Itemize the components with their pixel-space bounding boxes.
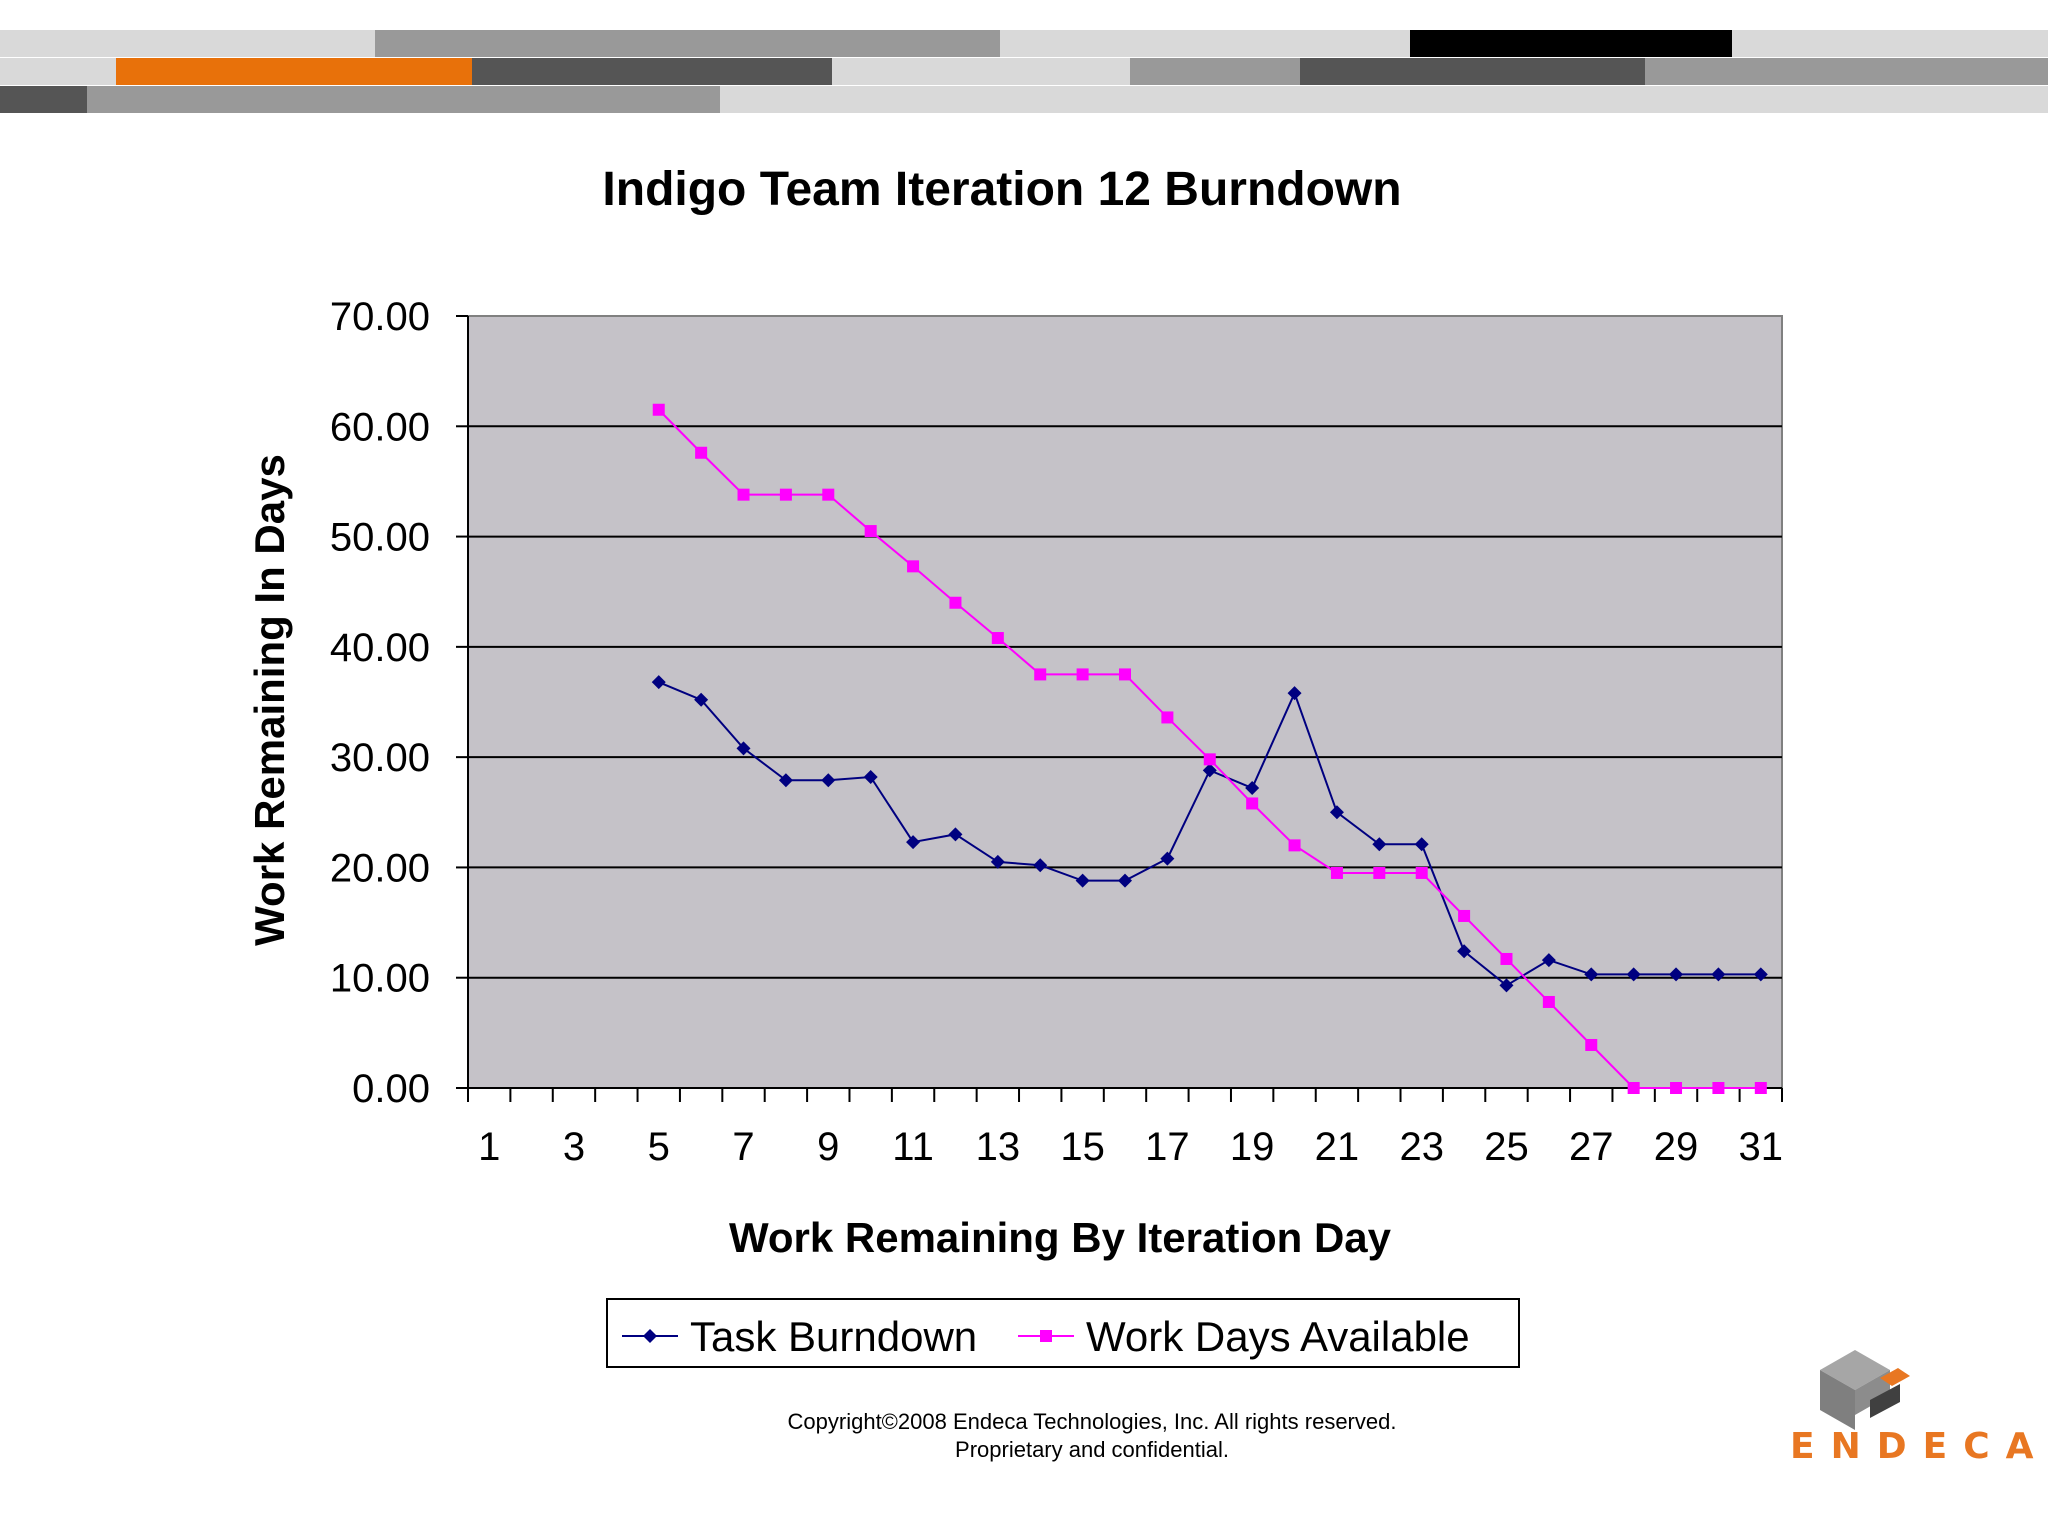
y-tick-label: 20.00 <box>330 846 430 890</box>
data-point <box>1670 1082 1683 1094</box>
data-point <box>1499 978 1514 993</box>
x-tick-label: 17 <box>1145 1125 1190 1169</box>
x-tick-label: 29 <box>1654 1125 1699 1169</box>
plot-area: 0.00 10.00 20.00 30.00 40.00 50.00 60.00 70.00 1… <box>330 295 1783 1169</box>
x-tick-label: 7 <box>732 1125 754 1169</box>
x-tick-label: 27 <box>1569 1125 1614 1169</box>
data-point <box>1288 839 1301 852</box>
data-point <box>864 525 877 538</box>
data-point <box>1712 1082 1725 1094</box>
data-point <box>1753 967 1768 982</box>
series-task-burndown <box>651 675 1768 993</box>
data-point <box>1329 805 1344 820</box>
x-tick-label: 19 <box>1230 1125 1275 1169</box>
y-tick-label: 30.00 <box>330 736 430 780</box>
x-axis-title: Work Remaining By Iteration Day <box>729 1214 1392 1261</box>
x-tick-label: 15 <box>1060 1125 1105 1169</box>
data-point <box>1414 837 1429 852</box>
x-tick-label: 23 <box>1399 1125 1444 1169</box>
data-point <box>1161 711 1174 724</box>
data-point <box>1711 967 1726 982</box>
data-point <box>652 403 665 416</box>
data-point <box>1372 837 1387 852</box>
series-work-days-available <box>652 403 1767 1094</box>
data-point <box>949 596 962 609</box>
data-point <box>1245 781 1260 796</box>
data-point <box>1160 851 1175 866</box>
data-point <box>1754 1082 1767 1094</box>
data-point <box>779 488 792 501</box>
x-tick-label: 5 <box>648 1125 670 1169</box>
plot-background <box>467 315 1783 1089</box>
data-point <box>907 560 920 573</box>
data-point <box>651 675 666 690</box>
y-tick-label: 50.00 <box>330 516 430 560</box>
data-point <box>1542 995 1555 1008</box>
data-point <box>863 769 878 784</box>
data-point <box>1415 866 1428 879</box>
data-point <box>1373 866 1386 879</box>
x-tick-label: 31 <box>1739 1125 1784 1169</box>
legend-marker <box>643 1329 657 1343</box>
copyright-notice: Copyright©2008 Endeca Technologies, Inc.… <box>740 1408 1444 1464</box>
data-point <box>1075 873 1090 888</box>
x-tick-label: 25 <box>1484 1125 1529 1169</box>
data-point <box>1034 668 1047 681</box>
legend-marker <box>1040 1330 1052 1342</box>
data-point <box>778 773 793 788</box>
x-tick-label: 13 <box>976 1125 1021 1169</box>
legend-label: Task Burndown <box>690 1313 977 1360</box>
y-tick-label: 10.00 <box>330 957 430 1001</box>
data-point <box>1627 1082 1640 1094</box>
data-point <box>1076 668 1089 681</box>
x-tick-label: 11 <box>892 1125 934 1169</box>
data-point <box>991 632 1004 645</box>
x-tick-label: 1 <box>478 1125 500 1169</box>
data-point <box>1669 967 1684 982</box>
data-point <box>948 827 963 842</box>
data-point <box>736 741 751 756</box>
chart-title: Indigo Team Iteration 12 Burndown <box>602 163 1401 216</box>
data-point <box>1119 668 1131 681</box>
data-point <box>822 488 835 501</box>
data-point <box>1330 866 1343 879</box>
data-point <box>1033 858 1048 873</box>
data-point <box>1287 686 1302 701</box>
data-point <box>737 488 750 501</box>
data-point <box>1541 953 1556 968</box>
data-point <box>990 854 1005 869</box>
legend-box <box>606 1298 1520 1368</box>
legend-label: Work Days Available <box>1086 1313 1470 1360</box>
data-point <box>1500 952 1513 965</box>
logo-text: ENDECA <box>1790 1426 2048 1467</box>
data-point <box>1203 753 1216 766</box>
data-point <box>1584 967 1599 982</box>
x-tick-label: 3 <box>563 1125 585 1169</box>
data-point <box>695 446 708 459</box>
data-point <box>694 692 709 707</box>
header-decor-bars <box>0 30 2048 113</box>
data-point <box>1585 1038 1598 1051</box>
endeca-logo-icon <box>1820 1350 1910 1430</box>
y-tick-label: 40.00 <box>330 626 430 670</box>
data-point <box>1457 944 1472 959</box>
y-tick-label: 0.00 <box>352 1067 430 1111</box>
x-tick-label: 9 <box>817 1125 839 1169</box>
y-tick-label: 70.00 <box>330 295 430 339</box>
data-point <box>1118 873 1132 888</box>
legend: Task Burndown Work Days Available <box>606 1298 1520 1368</box>
data-point <box>1246 797 1259 810</box>
copyright-line: Copyright©2008 Endeca Technologies, Inc.… <box>787 1409 1397 1434</box>
data-point <box>1202 763 1217 778</box>
data-point <box>1626 967 1641 982</box>
data-point <box>906 835 921 850</box>
x-tick-label: 21 <box>1315 1125 1360 1169</box>
y-axis-title: Work Remaining In Days <box>246 454 293 946</box>
confidential-line: Proprietary and confidential. <box>955 1437 1229 1462</box>
data-point <box>1458 909 1471 922</box>
y-tick-label: 60.00 <box>330 405 430 449</box>
data-point <box>821 773 836 788</box>
